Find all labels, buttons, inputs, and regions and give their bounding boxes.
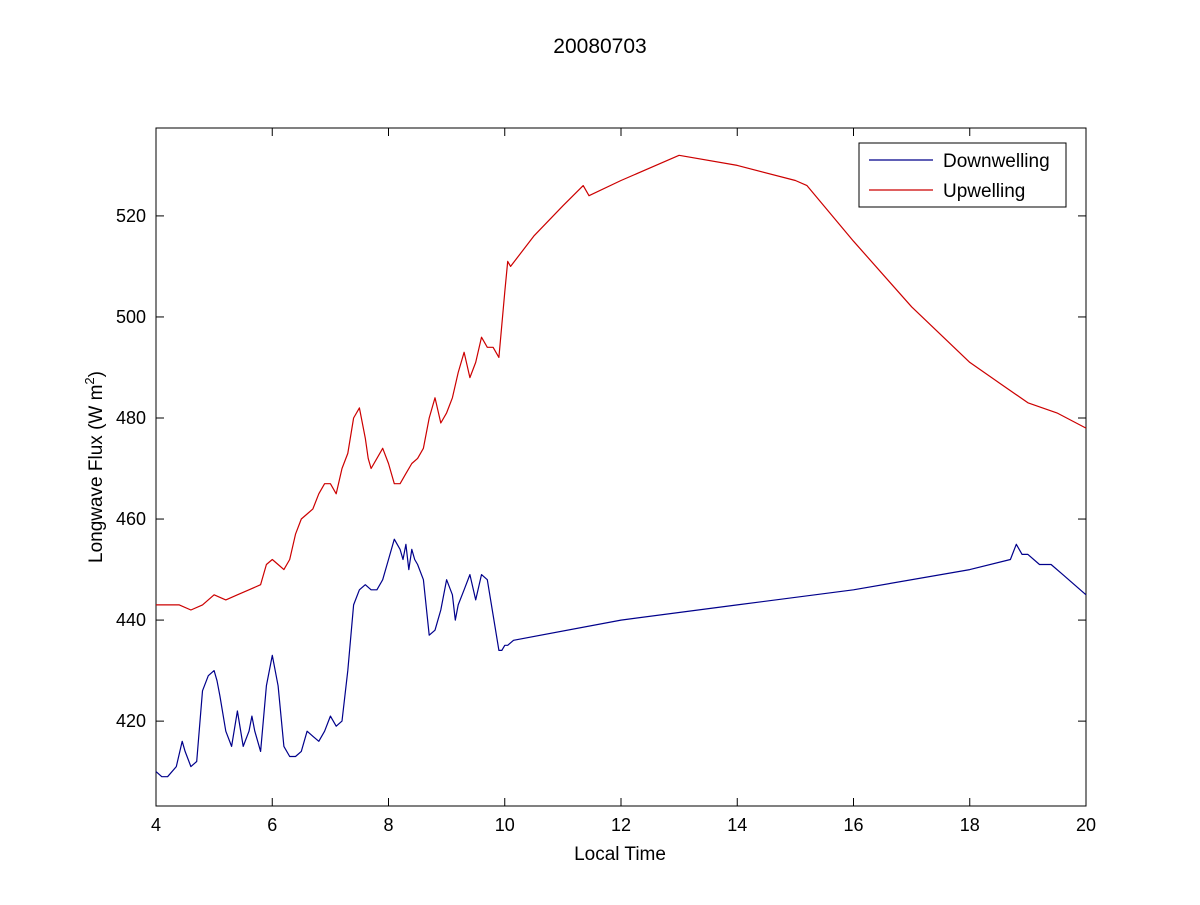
- series-line-upwelling: [156, 154, 1087, 611]
- legend-box: [858, 142, 1067, 208]
- x-axis-label: Local Time: [574, 844, 666, 865]
- y-tick-label: 480: [116, 408, 146, 428]
- x-tick-label: 16: [843, 815, 863, 835]
- x-tick-label: 14: [727, 815, 747, 835]
- y-tick-label: 440: [116, 610, 146, 630]
- y-axis-label-main: Longwave Flux (W m: [86, 385, 107, 563]
- y-tick-label: 460: [116, 509, 146, 529]
- chart-title: 20080703: [553, 35, 646, 58]
- x-tick-label: 10: [495, 815, 515, 835]
- axes-box: [155, 127, 1087, 807]
- y-axis-label-close: ): [86, 371, 107, 377]
- y-tick-label: 500: [116, 307, 146, 327]
- y-axis-label-superscript: 2: [82, 377, 97, 384]
- legend-label-downwelling: Downwelling: [943, 151, 1050, 172]
- y-tick-label: 420: [116, 711, 146, 731]
- plot-area: 4 6 8 10 12 14 16 18 20 420 440 460 480 500 520: [116, 127, 1096, 835]
- series-line-downwelling: [155, 538, 1087, 778]
- x-tick-label: 6: [267, 815, 277, 835]
- y-axis-label: Longwave Flux (W m2): [82, 371, 107, 563]
- legend: Downwelling Upwelling: [858, 142, 1067, 208]
- x-tick-label: 18: [960, 815, 980, 835]
- x-tick-label: 12: [611, 815, 631, 835]
- x-tick-label: 8: [383, 815, 393, 835]
- legend-label-upwelling: Upwelling: [943, 181, 1025, 202]
- y-tick-label: 520: [116, 206, 146, 226]
- x-tick-label: 4: [151, 815, 161, 835]
- x-tick-label: 20: [1076, 815, 1096, 835]
